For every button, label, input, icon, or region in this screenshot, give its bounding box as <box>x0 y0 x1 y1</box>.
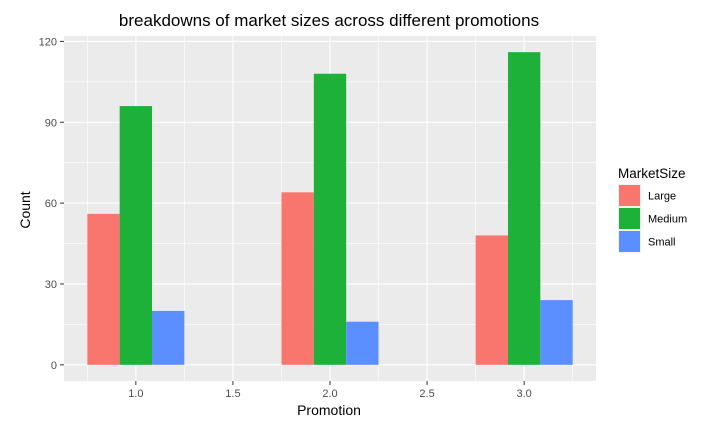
bar-small-promotion-3 <box>540 300 573 365</box>
legend-key-small <box>619 231 640 252</box>
legend-key-large <box>619 185 640 206</box>
x-tick-label: 1.5 <box>225 388 240 400</box>
y-tick-label: 90 <box>45 117 57 129</box>
x-tick-label: 3.0 <box>517 388 532 400</box>
bar-medium-promotion-2 <box>313 73 347 365</box>
y-tick-label: 0 <box>51 360 57 372</box>
x-tick-label: 2.5 <box>419 388 434 400</box>
y-axis-title: Count <box>17 191 33 228</box>
legend-title: MarketSize <box>618 166 686 181</box>
x-axis-title: Promotion <box>297 402 361 418</box>
y-tick-label: 30 <box>45 279 57 291</box>
legend-label-small: Small <box>648 237 676 249</box>
bar-medium-promotion-1 <box>119 106 153 365</box>
y-tick-label: 60 <box>45 198 57 210</box>
legend-key-medium <box>619 208 640 229</box>
bars <box>87 52 573 365</box>
x-axis: 1.0 1.5 2.0 2.5 3.0 <box>128 381 532 400</box>
y-tick-label: 120 <box>39 36 57 48</box>
bar-small-promotion-2 <box>346 321 379 365</box>
x-tick-label: 1.0 <box>128 388 143 400</box>
bar-medium-promotion-3 <box>507 52 541 365</box>
legend-label-large: Large <box>648 191 676 203</box>
bar-large-promotion-1 <box>87 213 120 365</box>
chart-title: breakdowns of market sizes across differ… <box>119 11 539 30</box>
y-axis: 0 30 60 90 120 <box>39 36 64 372</box>
legend: MarketSize Large Medium Small <box>618 166 687 253</box>
bar-large-promotion-3 <box>475 235 508 365</box>
bar-small-promotion-1 <box>152 310 185 365</box>
legend-label-medium: Medium <box>648 214 687 226</box>
bar-large-promotion-2 <box>281 192 314 365</box>
x-tick-label: 2.0 <box>322 388 337 400</box>
